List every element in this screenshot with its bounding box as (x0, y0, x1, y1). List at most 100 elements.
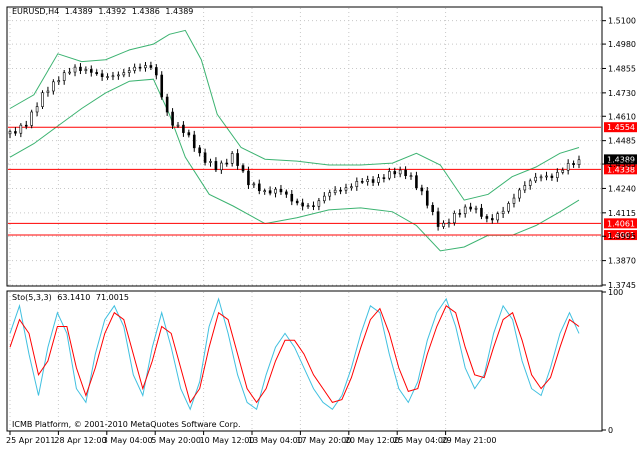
candle-body (198, 147, 201, 154)
price-tick-label: 1.4115 (608, 209, 636, 218)
candles (8, 61, 581, 231)
candle-body (252, 183, 256, 186)
candle-body (187, 132, 191, 136)
candle-body (366, 179, 369, 182)
candle-body (350, 186, 353, 189)
time-tick-label: 17 May 20:00 (296, 436, 351, 445)
horizontal-levels[interactable]: 1.4554 1.4338 1.4061 1.4001 1.4389 (8, 122, 637, 241)
candle-body (138, 66, 142, 69)
candle-body (512, 197, 516, 204)
candle-body (566, 163, 570, 171)
price-axis: 1.5100 1.4980 1.4855 1.4730 1.4610 1.4485 1.43… (602, 17, 636, 435)
candle-body (323, 195, 326, 202)
candle-body (393, 171, 397, 175)
candle-body (160, 74, 164, 98)
candle-body (431, 204, 434, 212)
stoch-signal-line (9, 305, 580, 404)
candle-body (355, 181, 359, 187)
candle-body (490, 218, 494, 221)
candle-body (312, 205, 315, 207)
level-price-label: 1.4001 (607, 231, 635, 240)
time-tick-label: 25 May 04:00 (393, 436, 448, 445)
stoch-tick-label: 0 (608, 426, 613, 435)
candle-body (52, 81, 55, 92)
candle-body (192, 134, 196, 149)
candle-body (469, 206, 472, 210)
stoch-main-line (9, 297, 580, 411)
candle-body (279, 188, 283, 193)
price-tick-label: 1.3745 (608, 281, 636, 290)
candle-body (496, 213, 500, 221)
price-tick-label: 1.4730 (608, 89, 636, 98)
bollinger-lower (9, 78, 580, 252)
time-tick-label: 10 May 12:00 (200, 436, 255, 445)
candle-body (436, 211, 440, 227)
stochastic-lines (9, 297, 580, 411)
candle-body (420, 187, 424, 192)
candle-body (241, 165, 245, 172)
candle-body (203, 152, 207, 163)
candle-body (447, 222, 451, 225)
candle-body (46, 90, 50, 94)
candle-body (317, 200, 321, 207)
level-price-label: 1.4061 (607, 219, 635, 228)
candle-body (480, 207, 483, 217)
price-tick-label: 1.4855 (608, 64, 636, 73)
candle-body (84, 69, 88, 71)
candle-body (539, 176, 543, 179)
time-tick-label: 20 May 12:00 (345, 436, 400, 445)
candle-body (398, 169, 402, 175)
candle-body (89, 69, 93, 73)
candle-body (106, 76, 109, 78)
candle-body (57, 80, 61, 83)
candle-body (35, 106, 39, 113)
indicator-panel-frame (6, 290, 603, 432)
grid-layer (8, 8, 601, 430)
candle-body (295, 200, 299, 204)
candle-body (518, 189, 521, 199)
candle-body (572, 163, 575, 165)
price-tick-label: 1.3995 (608, 232, 636, 241)
price-tick-label: 1.4240 (608, 184, 636, 193)
level-price-tag (604, 218, 637, 229)
candle-body (236, 153, 239, 166)
candle-body (225, 162, 229, 165)
candle-body (176, 124, 180, 127)
candle-body (382, 177, 386, 179)
bollinger-bands (9, 29, 580, 252)
candle-body (263, 190, 266, 193)
candle-body (247, 170, 250, 186)
indicator-label: Sto(5,3,3) 63.1410 71.0015 (12, 293, 129, 302)
candle-body (68, 71, 71, 74)
candle-body (122, 72, 126, 76)
candle-body (274, 188, 277, 194)
candle-body (19, 124, 23, 134)
candle-body (507, 203, 510, 212)
candle-body (257, 183, 261, 192)
candle-body (230, 153, 234, 164)
price-tick-label: 1.4485 (608, 137, 636, 146)
candle-body (100, 73, 104, 77)
candle-body (8, 131, 12, 135)
price-tick-label: 1.3870 (608, 257, 636, 266)
price-tick-label: 1.4365 (608, 160, 636, 169)
candle-body (339, 189, 342, 192)
candle-body (409, 175, 413, 178)
candle-body (328, 192, 332, 197)
candle-body (30, 111, 33, 126)
candle-body (577, 159, 581, 165)
candle-body (458, 213, 462, 215)
candle-body (285, 191, 288, 195)
candle-body (360, 181, 364, 183)
candle-body (485, 216, 489, 219)
stoch-tick-label: 100 (608, 288, 623, 297)
candle-body (550, 175, 554, 178)
candle-body (528, 180, 532, 186)
time-tick-label: 3 May 04:00 (103, 436, 153, 445)
level-price-tag (604, 122, 637, 133)
candle-body (62, 72, 66, 81)
candle-body (442, 222, 445, 227)
